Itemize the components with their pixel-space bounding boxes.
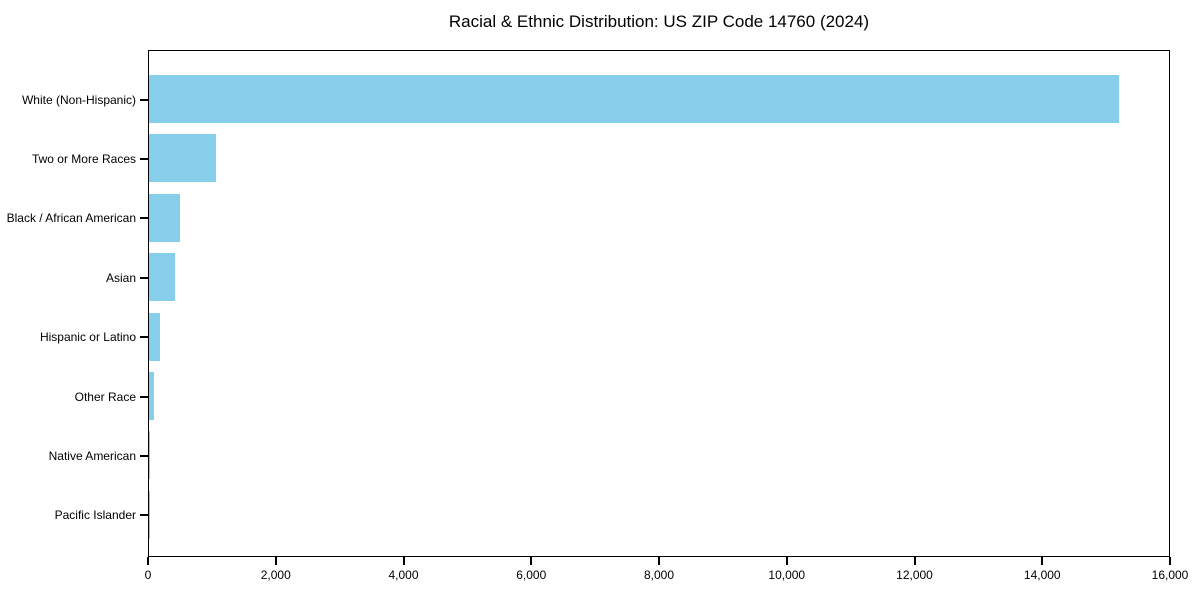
y-tick-label: Two or More Races	[31, 151, 136, 166]
plot-area	[148, 50, 1170, 557]
x-tick-label: 12,000	[896, 568, 933, 582]
x-tick-mark	[274, 557, 277, 565]
y-tick-label: Native American	[48, 448, 136, 463]
y-tick-mark	[140, 276, 148, 279]
chart-title: Racial & Ethnic Distribution: US ZIP Cod…	[448, 12, 870, 31]
x-tick-label: 10,000	[768, 568, 806, 582]
x-tick-label: 16,000	[1151, 568, 1189, 582]
bar	[149, 193, 180, 242]
y-tick-mark	[140, 336, 148, 339]
y-tick-mark	[140, 157, 148, 160]
x-tick-label: 6,000	[516, 568, 547, 582]
y-tick-mark	[140, 98, 148, 101]
x-tick-label: 14,000	[1023, 568, 1061, 582]
x-tick-mark	[147, 557, 149, 565]
y-tick-mark	[140, 395, 148, 398]
x-tick-mark	[785, 557, 788, 565]
x-tick-mark	[1041, 557, 1044, 565]
y-tick-label: White (Non-Hispanic)	[21, 92, 136, 107]
bar	[149, 253, 176, 302]
x-tick-mark	[402, 557, 405, 565]
y-tick-mark	[140, 217, 148, 220]
y-tick-label: Other Race	[74, 389, 136, 404]
x-tick-mark	[1169, 557, 1171, 565]
y-tick-label: Hispanic or Latino	[39, 330, 136, 345]
bar	[149, 431, 150, 480]
y-tick-mark	[140, 454, 148, 457]
y-tick-mark	[140, 514, 148, 517]
x-tick-label: 2,000	[260, 568, 291, 582]
x-tick-mark	[658, 557, 660, 565]
bar	[149, 372, 154, 420]
x-tick-mark	[913, 557, 916, 565]
x-tick-label: 4,000	[388, 568, 419, 582]
bar	[149, 312, 160, 361]
x-tick-mark	[530, 557, 533, 565]
bars-layer	[149, 51, 1169, 556]
x-tick-label: 0	[144, 568, 152, 582]
y-tick-label: Pacific Islander	[54, 508, 136, 523]
bar	[149, 75, 1120, 123]
y-tick-label: Black / African American	[6, 211, 136, 226]
y-tick-label: Asian	[105, 270, 136, 285]
x-tick-label: 8,000	[643, 568, 675, 582]
bar	[149, 134, 216, 183]
